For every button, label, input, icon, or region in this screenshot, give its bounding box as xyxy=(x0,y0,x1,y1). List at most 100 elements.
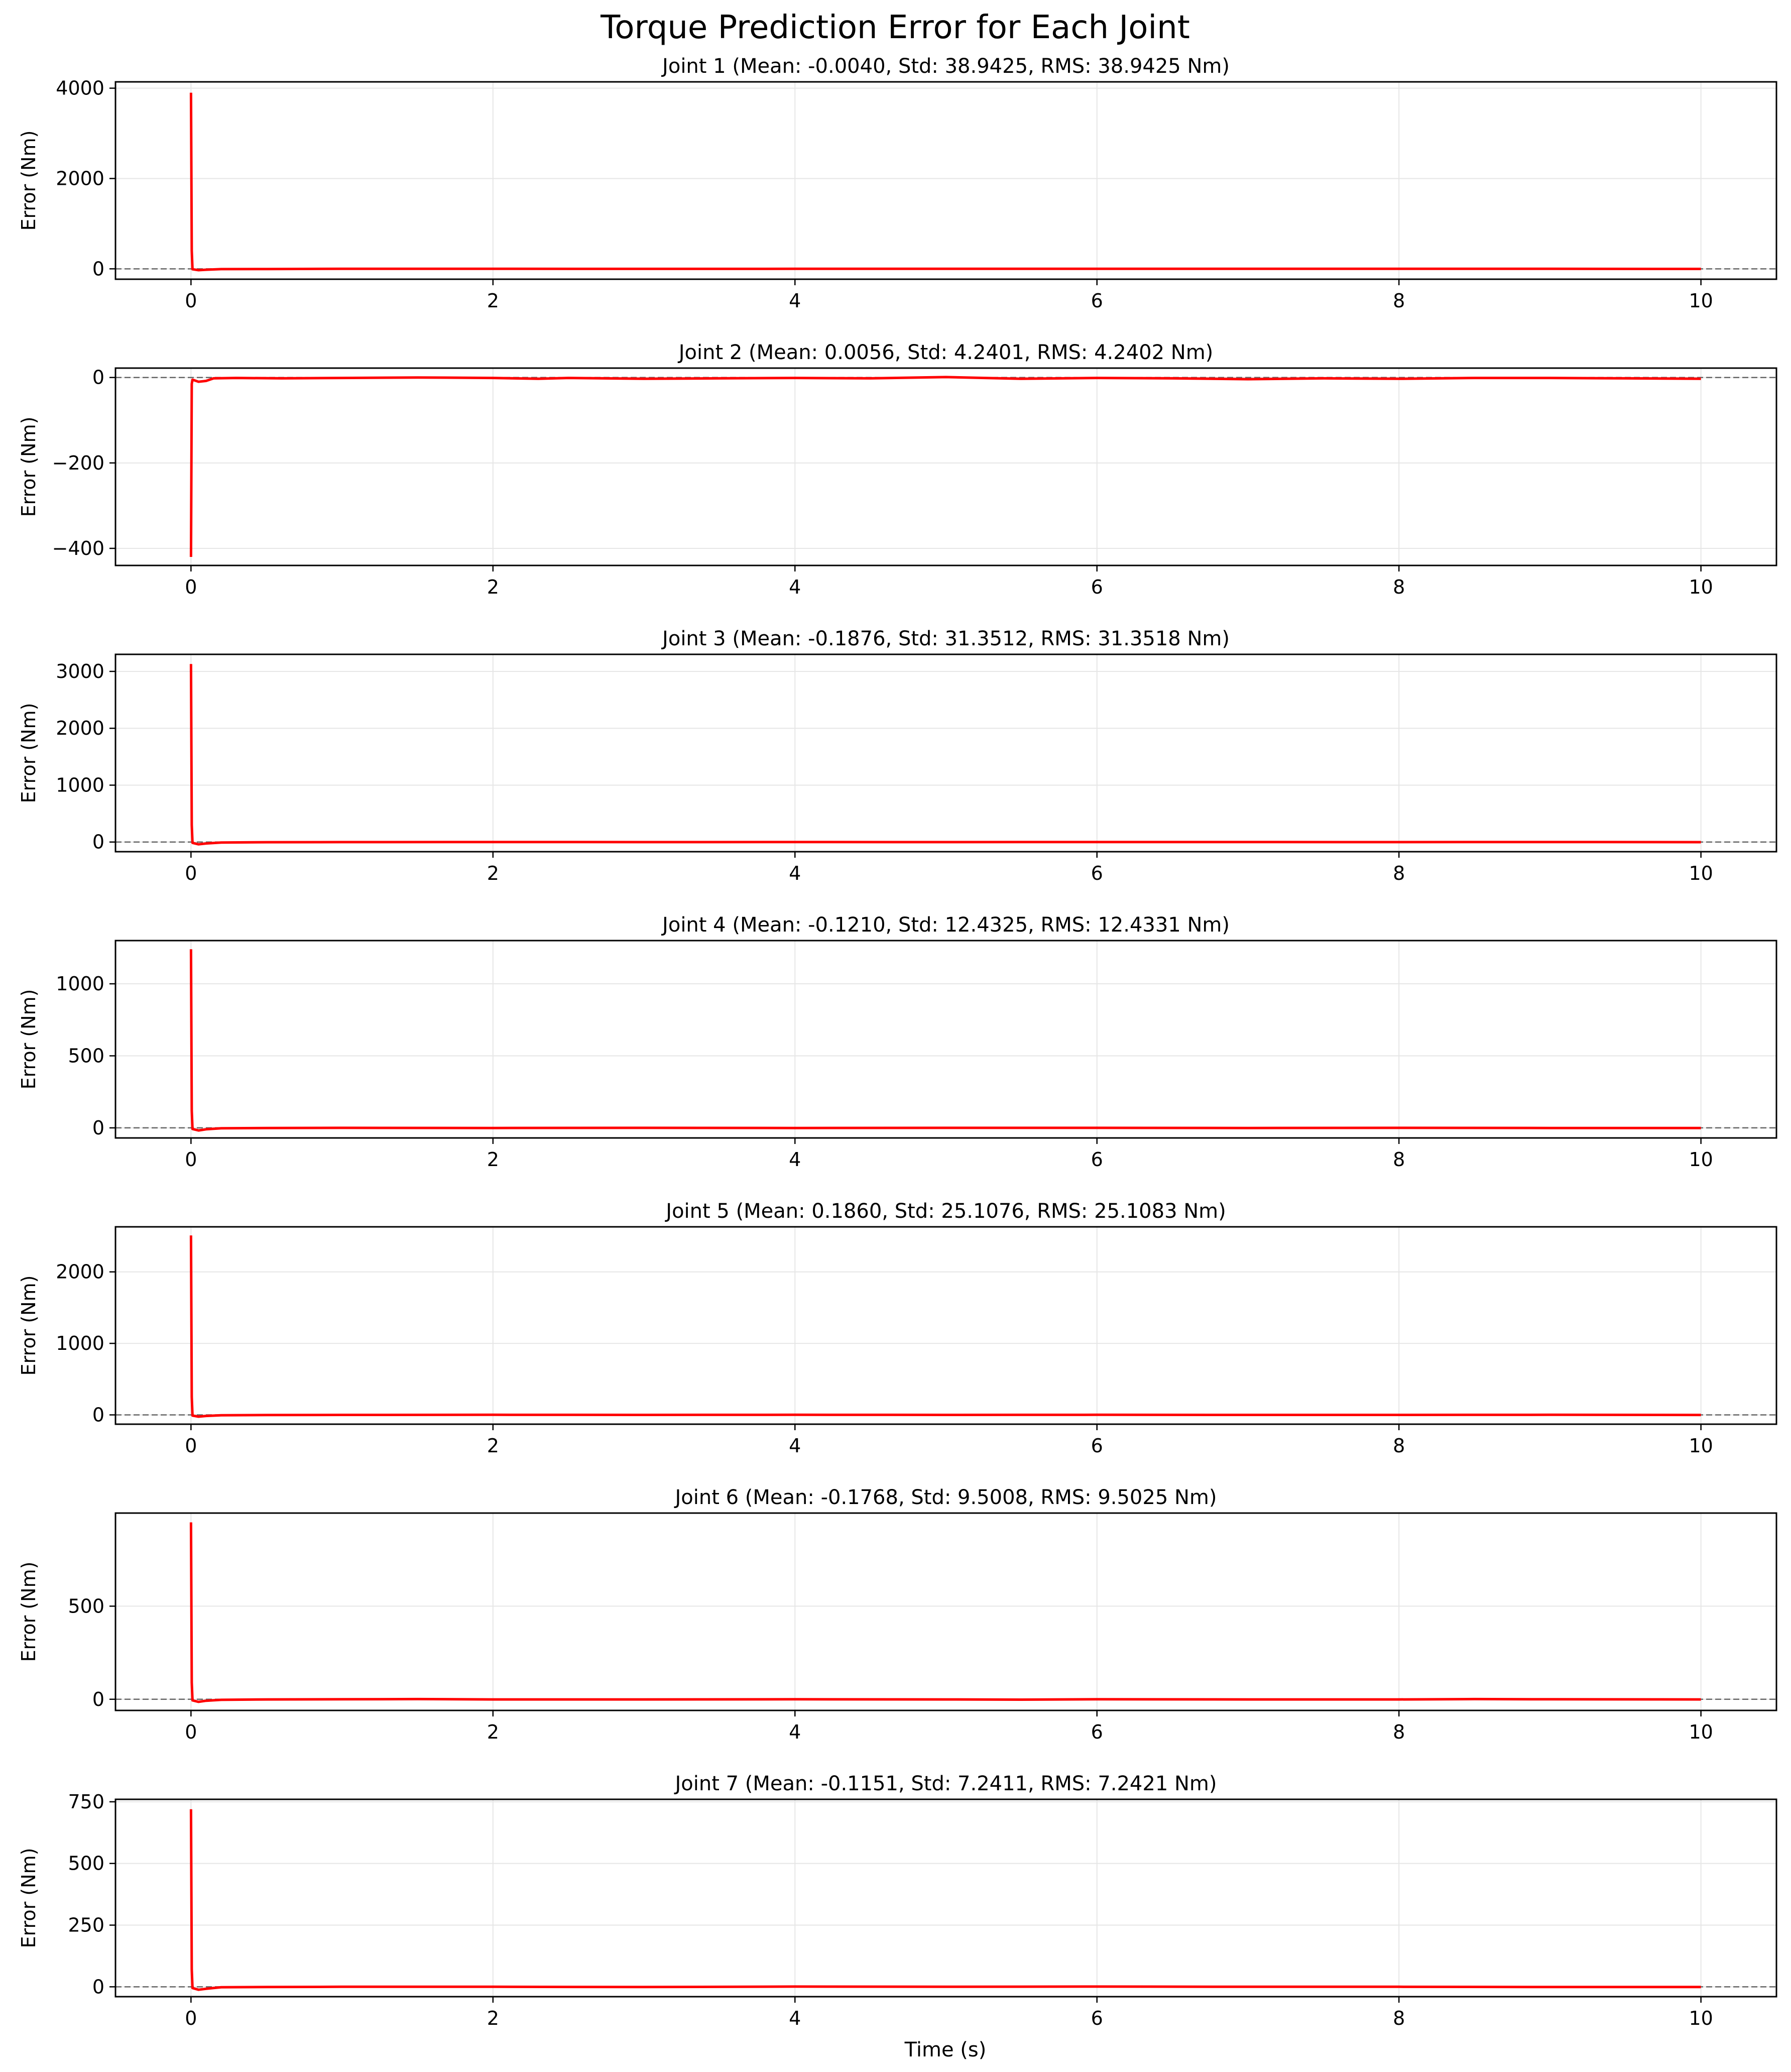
x-tick-label: 6 xyxy=(1091,290,1103,312)
y-tick-label: 750 xyxy=(68,1791,104,1813)
x-tick-label: 10 xyxy=(1689,576,1713,598)
subplot-joint-5: Joint 5 (Mean: 0.1860, Std: 25.1076, RMS… xyxy=(18,1200,1777,1457)
x-tick-label: 0 xyxy=(185,2007,197,2029)
figure-title: Torque Prediction Error for Each Joint xyxy=(600,9,1190,46)
error-series-line xyxy=(189,949,1701,1132)
x-tick-label: 6 xyxy=(1091,576,1103,598)
y-axis-label: Error (Nm) xyxy=(18,703,40,803)
x-tick-label: 10 xyxy=(1689,290,1713,312)
subplot-title: Joint 4 (Mean: -0.1210, Std: 12.4325, RM… xyxy=(661,913,1230,937)
x-tick-label: 6 xyxy=(1091,2007,1103,2029)
y-tick-label: 4000 xyxy=(56,77,104,99)
x-tick-label: 4 xyxy=(789,1148,801,1171)
y-tick-label: 3000 xyxy=(56,660,104,682)
y-tick-label: 1000 xyxy=(56,1332,104,1354)
x-tick-label: 10 xyxy=(1689,1148,1713,1171)
figure-xlabel: Time (s) xyxy=(904,2038,987,2061)
y-tick-label: 500 xyxy=(68,1595,104,1617)
x-tick-label: 0 xyxy=(185,1148,197,1171)
axes-frame xyxy=(114,367,1777,566)
axes-frame xyxy=(114,1226,1777,1425)
y-tick-label: 0 xyxy=(92,1688,104,1710)
error-series-line xyxy=(189,92,1701,272)
x-tick-label: 0 xyxy=(185,1435,197,1457)
x-tick-label: 6 xyxy=(1091,1435,1103,1457)
error-series-line xyxy=(189,376,1701,557)
y-axis-label: Error (Nm) xyxy=(18,1562,40,1662)
axes-frame xyxy=(114,81,1777,280)
subplot-joint-1: Joint 1 (Mean: -0.0040, Std: 38.9425, RM… xyxy=(18,55,1777,312)
x-tick-label: 2 xyxy=(487,2007,499,2029)
x-tick-label: 8 xyxy=(1393,1148,1405,1171)
subplot-title: Joint 6 (Mean: -0.1768, Std: 9.5008, RMS… xyxy=(673,1486,1217,1509)
x-tick-label: 4 xyxy=(789,862,801,884)
x-tick-label: 6 xyxy=(1091,862,1103,884)
subplot-title: Joint 1 (Mean: -0.0040, Std: 38.9425, RM… xyxy=(661,55,1230,78)
x-tick-label: 8 xyxy=(1393,1435,1405,1457)
y-tick-label: 0 xyxy=(92,1117,104,1139)
y-tick-label: 0 xyxy=(92,831,104,853)
error-series-line xyxy=(189,1809,1701,1991)
x-tick-label: 8 xyxy=(1393,1721,1405,1743)
x-tick-label: 4 xyxy=(789,1435,801,1457)
subplot-title: Joint 5 (Mean: 0.1860, Std: 25.1076, RMS… xyxy=(664,1200,1226,1223)
subplot-title: Joint 7 (Mean: -0.1151, Std: 7.2411, RMS… xyxy=(673,1772,1217,1795)
y-tick-label: 2000 xyxy=(56,167,104,189)
x-tick-label: 10 xyxy=(1689,1435,1713,1457)
x-tick-label: 2 xyxy=(487,1148,499,1171)
y-tick-label: −400 xyxy=(52,537,104,559)
subplot-joint-4: Joint 4 (Mean: -0.1210, Std: 12.4325, RM… xyxy=(18,913,1777,1171)
subplot-joint-2: Joint 2 (Mean: 0.0056, Std: 4.2401, RMS:… xyxy=(18,341,1777,598)
x-tick-label: 2 xyxy=(487,1435,499,1457)
x-tick-label: 4 xyxy=(789,290,801,312)
x-tick-label: 2 xyxy=(487,862,499,884)
x-tick-label: 0 xyxy=(185,576,197,598)
y-tick-label: 0 xyxy=(92,367,104,389)
y-tick-label: 500 xyxy=(68,1853,104,1875)
x-tick-label: 0 xyxy=(185,290,197,312)
x-tick-label: 10 xyxy=(1689,1721,1713,1743)
y-axis-label: Error (Nm) xyxy=(18,989,40,1090)
x-tick-label: 2 xyxy=(487,290,499,312)
x-tick-label: 2 xyxy=(487,1721,499,1743)
x-tick-label: 4 xyxy=(789,2007,801,2029)
subplot-joint-3: Joint 3 (Mean: -0.1876, Std: 31.3512, RM… xyxy=(18,627,1777,884)
x-tick-label: 2 xyxy=(487,576,499,598)
y-tick-label: 1000 xyxy=(56,774,104,796)
x-tick-label: 10 xyxy=(1689,2007,1713,2029)
x-tick-label: 0 xyxy=(185,862,197,884)
y-tick-label: 0 xyxy=(92,258,104,280)
x-tick-label: 8 xyxy=(1393,576,1405,598)
y-axis-label: Error (Nm) xyxy=(18,417,40,517)
axes-frame xyxy=(114,1512,1777,1711)
x-tick-label: 8 xyxy=(1393,862,1405,884)
y-tick-label: 2000 xyxy=(56,1261,104,1283)
y-tick-label: 2000 xyxy=(56,717,104,739)
x-tick-label: 8 xyxy=(1393,2007,1405,2029)
axes-frame xyxy=(114,653,1777,853)
y-tick-label: −200 xyxy=(52,452,104,474)
y-tick-label: 0 xyxy=(92,1404,104,1426)
axes-frame xyxy=(114,940,1777,1139)
y-axis-label: Error (Nm) xyxy=(18,131,40,231)
x-tick-label: 0 xyxy=(185,1721,197,1743)
subplot-title: Joint 2 (Mean: 0.0056, Std: 4.2401, RMS:… xyxy=(677,341,1214,364)
y-tick-label: 500 xyxy=(68,1045,104,1067)
y-tick-label: 0 xyxy=(92,1976,104,1998)
y-axis-label: Error (Nm) xyxy=(18,1848,40,1948)
axes-frame xyxy=(114,1798,1777,1998)
subplot-joint-6: Joint 6 (Mean: -0.1768, Std: 9.5008, RMS… xyxy=(18,1486,1777,1743)
x-tick-label: 10 xyxy=(1689,862,1713,884)
y-tick-label: 1000 xyxy=(56,973,104,995)
error-series-line xyxy=(189,664,1701,846)
x-tick-label: 8 xyxy=(1393,290,1405,312)
x-tick-label: 6 xyxy=(1091,1721,1103,1743)
y-axis-label: Error (Nm) xyxy=(18,1276,40,1376)
subplot-title: Joint 3 (Mean: -0.1876, Std: 31.3512, RM… xyxy=(661,627,1230,650)
x-tick-label: 6 xyxy=(1091,1148,1103,1171)
error-series-line xyxy=(189,1235,1701,1418)
error-series-line xyxy=(189,1522,1701,1703)
panels: Joint 1 (Mean: -0.0040, Std: 38.9425, RM… xyxy=(18,55,1777,2029)
